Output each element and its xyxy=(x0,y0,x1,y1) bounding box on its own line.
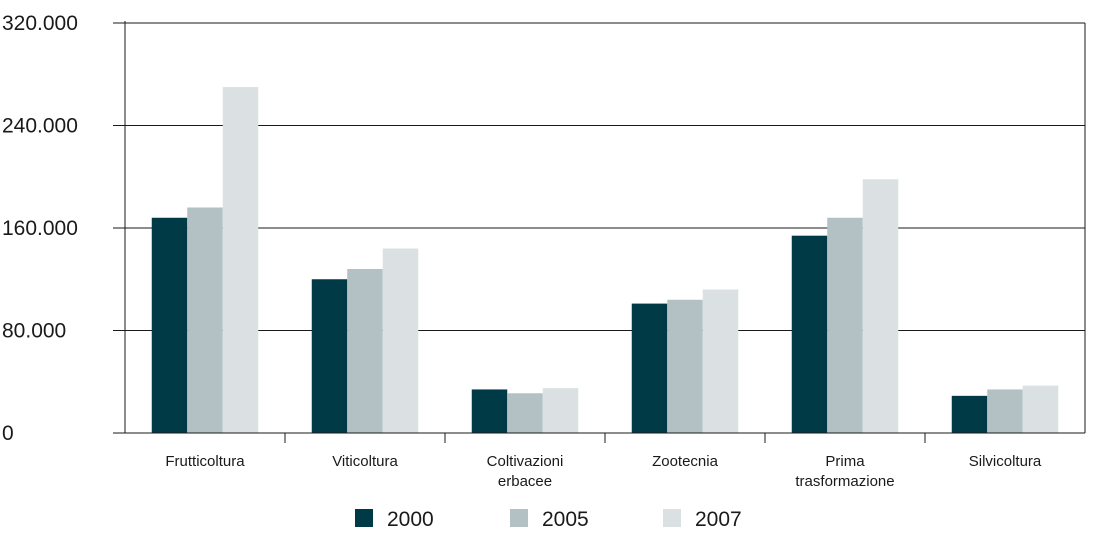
y-tick-label: 80.000 xyxy=(2,320,66,343)
bar-2005 xyxy=(827,217,863,433)
bar-2000 xyxy=(631,303,668,433)
bar-2005 xyxy=(187,207,223,433)
bar-2007 xyxy=(542,388,579,433)
x-tick-label: Frutticoltura xyxy=(165,453,245,470)
bar-2005 xyxy=(987,389,1023,433)
bar-2000 xyxy=(311,279,348,433)
x-tick-label-line: Zootecnia xyxy=(652,453,719,470)
y-tick-label: 0 xyxy=(2,422,14,445)
bar-2005 xyxy=(667,299,703,433)
bar-2005 xyxy=(347,269,383,433)
y-tick-label: 160.000 xyxy=(2,217,78,240)
bar-2007 xyxy=(702,289,739,433)
x-tick-label-line: erbacee xyxy=(498,473,552,490)
x-tick-labels: Frutticoltura Viticoltura Coltivazioni erba… xyxy=(165,453,1042,490)
y-tick-label: 240.000 xyxy=(2,115,78,138)
x-tick-label-line: Viticoltura xyxy=(332,453,398,470)
x-tick-label-line: Frutticoltura xyxy=(165,453,245,470)
y-tick-label: 320.000 xyxy=(2,12,78,35)
gridlines xyxy=(113,22,1085,331)
bar-2000 xyxy=(951,395,988,433)
bar-2000 xyxy=(151,217,188,433)
bar-2005 xyxy=(507,393,543,433)
x-tick-label: Viticoltura xyxy=(332,453,398,470)
legend-label: 2007 xyxy=(695,508,742,531)
legend-label: 2005 xyxy=(542,508,589,531)
bar-2007 xyxy=(382,248,419,433)
axes xyxy=(113,21,1086,443)
y-tick-labels: 0 80.000 160.000 240.000 320.000 xyxy=(2,12,78,445)
bar-2007 xyxy=(1022,385,1059,433)
x-tick-label: Zootecnia xyxy=(652,453,719,470)
legend-swatch-2005 xyxy=(510,509,528,527)
x-tick-label-line: trasformazione xyxy=(795,473,894,490)
legend-swatch-2000 xyxy=(355,509,373,527)
bar-2007 xyxy=(862,179,899,433)
x-tick-label: Silvicoltura xyxy=(969,453,1042,470)
bar-2000 xyxy=(791,235,828,433)
x-tick-label-line: Silvicoltura xyxy=(969,453,1042,470)
x-tick-label: Coltivazioni erbacee xyxy=(487,453,564,490)
legend-swatch-2007 xyxy=(663,509,681,527)
x-tick-label-line: Coltivazioni xyxy=(487,453,564,470)
x-tick-label: Prima trasformazione xyxy=(795,453,894,490)
x-tick-label-line: Prima xyxy=(825,453,865,470)
bars xyxy=(151,87,1059,433)
bar-2000 xyxy=(471,389,508,433)
bar-2007 xyxy=(222,87,259,433)
legend: 2000 2005 2007 xyxy=(355,508,742,531)
legend-label: 2000 xyxy=(387,508,434,531)
